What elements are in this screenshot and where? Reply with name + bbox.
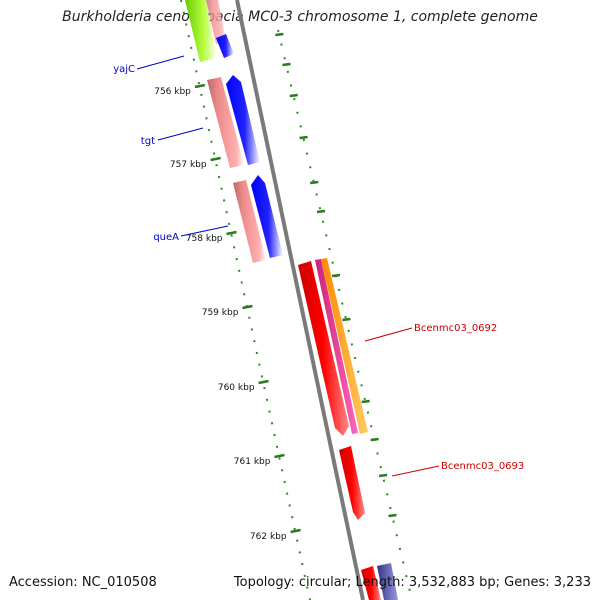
tick-mark — [258, 379, 269, 385]
tick-label: 760 kbp — [218, 383, 255, 393]
outer-tick-mark — [299, 135, 308, 140]
tick-label: 758 kbp — [186, 234, 223, 244]
label-connector-Bcenmc03_0692 — [364, 327, 413, 342]
outer-tick-mark — [342, 317, 351, 322]
tick-mark — [210, 156, 221, 162]
tick-label: 762 kbp — [250, 532, 287, 542]
label-connector-queA — [180, 225, 229, 237]
genome-backbone — [235, 0, 365, 600]
gene-blue-arrow-1 — [226, 75, 260, 165]
gene-Bcenmc03_0693-feature — [339, 446, 365, 520]
outer-tick-mark — [289, 93, 298, 98]
tick-mark — [274, 453, 285, 459]
gene-pink-top — [206, 0, 226, 44]
label-connector-yajC — [136, 55, 185, 70]
gene-label-queA: queA — [153, 232, 179, 243]
outer-tick-mark — [361, 399, 370, 404]
genome-title: Burkholderia cenocepacia MC0-3 chromosom… — [62, 9, 538, 25]
outer-tick-mark — [275, 32, 284, 37]
label-connector-tgt — [157, 127, 204, 141]
tick-mark — [290, 528, 301, 534]
outer-tick-mark — [310, 180, 319, 185]
gene-blue-top — [216, 34, 234, 58]
gene-blue-arrow-2 — [251, 175, 283, 258]
gene-label-tgt: tgt — [141, 136, 155, 147]
outer-tick-mark — [282, 62, 291, 67]
tick-label: 759 kbp — [202, 308, 239, 318]
tick-labels: 756 kbp 757 kbp 758 kbp 759 kbp 760 kbp 761 k… — [154, 87, 287, 542]
tick-label: 756 kbp — [154, 87, 191, 97]
outer-tick-mark — [370, 437, 379, 442]
inner-dotted-ring — [180, 0, 311, 600]
tick-mark — [242, 304, 253, 310]
gene-label-Bcenmc03_0693: Bcenmc03_0693 — [441, 461, 524, 472]
gene-yajC-feature — [185, 0, 217, 62]
outer-tick-mark — [388, 513, 397, 518]
gene-Bcenmc03_0692-feature — [298, 261, 349, 436]
gene-bottom-purple — [377, 563, 398, 600]
gene-orange-feature — [321, 258, 368, 434]
tick-marks — [194, 32, 397, 534]
tick-mark — [226, 230, 237, 236]
tick-label: 757 kbp — [170, 160, 207, 170]
tick-label: 761 kbp — [234, 457, 271, 467]
gene-queA-feature — [233, 180, 266, 263]
gene-tgt-feature — [207, 77, 244, 168]
gene-label-Bcenmc03_0692: Bcenmc03_0692 — [414, 323, 497, 334]
gene-label-yajC: yajC — [113, 64, 135, 75]
outer-tick-mark — [378, 473, 388, 478]
tick-mark — [194, 83, 206, 89]
gene-magenta-feature — [315, 259, 358, 434]
label-connector-Bcenmc03_0693 — [391, 465, 440, 477]
accession-text: Accession: NC_010508 — [9, 575, 157, 590]
genome-summary-text: Topology: circular; Length: 3,532,883 bp… — [233, 575, 591, 590]
gene-bottom-red — [361, 566, 381, 600]
outer-tick-mark — [331, 273, 341, 278]
outer-tick-mark — [316, 209, 326, 214]
